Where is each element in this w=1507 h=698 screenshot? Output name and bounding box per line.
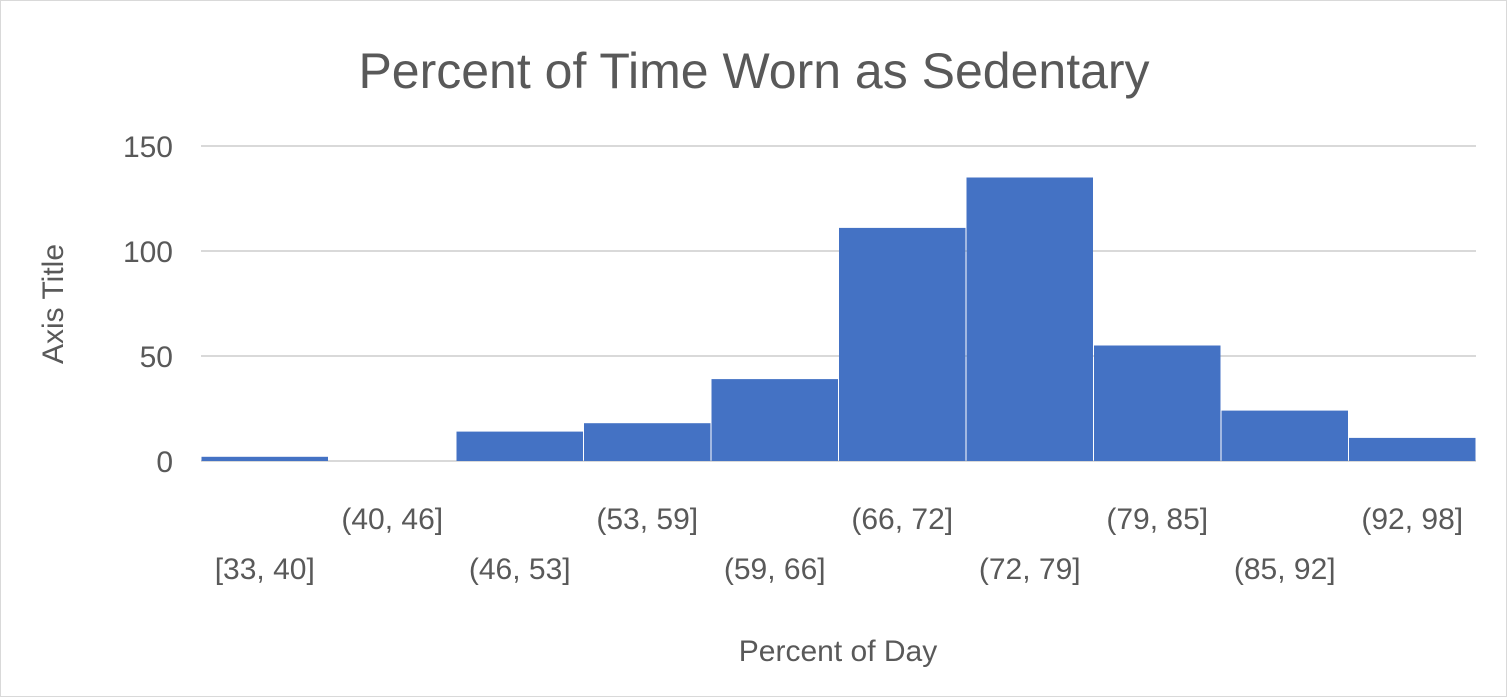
bar bbox=[1221, 410, 1348, 461]
x-tick-label: (92, 98] bbox=[1361, 503, 1463, 536]
x-tick-label: (85, 92] bbox=[1234, 553, 1336, 586]
bars bbox=[201, 177, 1476, 461]
y-axis-ticks: 0 50 100 150 bbox=[123, 131, 173, 479]
y-tick-label: 150 bbox=[123, 131, 173, 164]
bar bbox=[584, 423, 711, 461]
x-tick-label: (46, 53] bbox=[469, 553, 571, 586]
chart-title: Percent of Time Worn as Sedentary bbox=[358, 43, 1149, 99]
y-tick-label: 0 bbox=[156, 446, 173, 479]
bar bbox=[711, 379, 838, 461]
bar bbox=[839, 227, 966, 461]
bar bbox=[1349, 437, 1476, 461]
y-tick-label: 100 bbox=[123, 236, 173, 269]
x-axis-title: Percent of Day bbox=[739, 635, 937, 668]
bar bbox=[456, 431, 583, 461]
x-tick-label: (72, 79] bbox=[979, 553, 1081, 586]
x-tick-label: (53, 59] bbox=[596, 503, 698, 536]
x-axis-ticks: [33, 40] (40, 46] (46, 53] (53, 59] (59, 66]… bbox=[215, 503, 1463, 586]
x-tick-label: [33, 40] bbox=[215, 553, 315, 586]
y-tick-label: 50 bbox=[140, 341, 173, 374]
bar bbox=[1094, 345, 1221, 461]
x-tick-label: (59, 66] bbox=[724, 553, 826, 586]
y-axis-title: Axis Title bbox=[37, 244, 70, 364]
bar bbox=[966, 177, 1093, 461]
x-tick-label: (40, 46] bbox=[341, 503, 443, 536]
x-tick-label: (66, 72] bbox=[851, 503, 953, 536]
bar bbox=[201, 456, 328, 461]
x-tick-label: (79, 85] bbox=[1106, 503, 1208, 536]
